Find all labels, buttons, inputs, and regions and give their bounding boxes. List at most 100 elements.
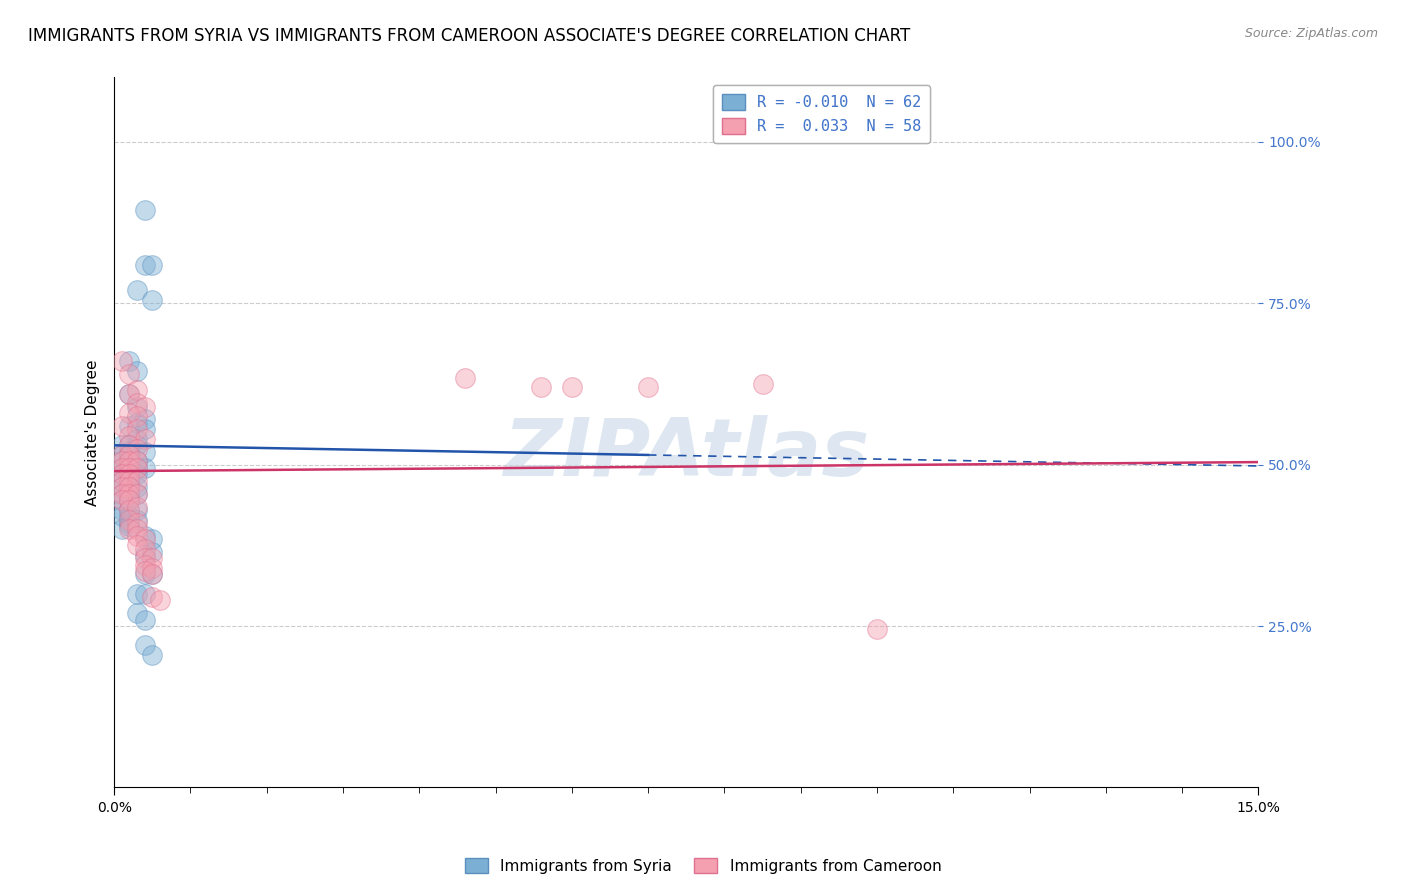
Point bbox=[125, 461, 148, 475]
Point bbox=[141, 648, 163, 662]
Point bbox=[125, 512, 148, 526]
Point bbox=[125, 416, 148, 430]
Point bbox=[111, 448, 134, 462]
Point bbox=[118, 438, 141, 452]
Point bbox=[134, 461, 156, 475]
Point bbox=[125, 474, 148, 488]
Point bbox=[111, 493, 134, 508]
Point bbox=[141, 590, 163, 604]
Point bbox=[118, 438, 141, 452]
Point bbox=[134, 548, 156, 562]
Point bbox=[118, 467, 141, 482]
Point bbox=[751, 376, 773, 391]
Point bbox=[125, 606, 148, 620]
Point bbox=[125, 529, 148, 543]
Point bbox=[134, 567, 156, 582]
Point bbox=[111, 474, 134, 488]
Point bbox=[134, 432, 156, 446]
Point bbox=[141, 258, 163, 272]
Text: IMMIGRANTS FROM SYRIA VS IMMIGRANTS FROM CAMEROON ASSOCIATE'S DEGREE CORRELATION: IMMIGRANTS FROM SYRIA VS IMMIGRANTS FROM… bbox=[28, 27, 910, 45]
Text: ZIPAtlas: ZIPAtlas bbox=[503, 415, 869, 492]
Point bbox=[125, 516, 148, 530]
Point bbox=[125, 438, 148, 452]
Point bbox=[118, 454, 141, 468]
Point bbox=[637, 380, 659, 394]
Point bbox=[125, 396, 148, 410]
Point bbox=[141, 293, 163, 307]
Point bbox=[134, 258, 156, 272]
Point bbox=[125, 284, 148, 298]
Point bbox=[454, 370, 477, 384]
Point bbox=[111, 509, 134, 524]
Point bbox=[118, 480, 141, 494]
Point bbox=[134, 613, 156, 627]
Point bbox=[118, 486, 141, 500]
Point bbox=[141, 567, 163, 582]
Point bbox=[125, 486, 148, 500]
Point bbox=[118, 486, 141, 500]
Point bbox=[134, 529, 156, 543]
Point bbox=[118, 461, 141, 475]
Point bbox=[125, 400, 148, 414]
Point bbox=[111, 454, 134, 468]
Point bbox=[118, 503, 141, 517]
Point bbox=[141, 561, 163, 575]
Point bbox=[111, 419, 134, 434]
Point bbox=[134, 541, 156, 556]
Point bbox=[111, 448, 134, 462]
Point bbox=[118, 467, 141, 482]
Point bbox=[111, 486, 134, 500]
Point bbox=[111, 522, 134, 536]
Point bbox=[118, 493, 141, 508]
Point bbox=[134, 639, 156, 653]
Point bbox=[141, 551, 163, 566]
Point bbox=[118, 522, 141, 536]
Point bbox=[118, 386, 141, 401]
Point bbox=[111, 461, 134, 475]
Point bbox=[118, 512, 141, 526]
Point bbox=[134, 558, 156, 572]
Point bbox=[118, 386, 141, 401]
Point bbox=[125, 538, 148, 552]
Point bbox=[125, 454, 148, 468]
Point bbox=[134, 400, 156, 414]
Point bbox=[118, 474, 141, 488]
Point bbox=[118, 480, 141, 494]
Point bbox=[111, 474, 134, 488]
Point bbox=[118, 474, 141, 488]
Point bbox=[125, 500, 148, 514]
Point bbox=[118, 516, 141, 530]
Point bbox=[125, 467, 148, 482]
Text: Source: ZipAtlas.com: Source: ZipAtlas.com bbox=[1244, 27, 1378, 40]
Point bbox=[125, 432, 148, 446]
Point bbox=[125, 461, 148, 475]
Point bbox=[118, 509, 141, 524]
Point bbox=[111, 438, 134, 452]
Point bbox=[111, 461, 134, 475]
Point bbox=[118, 519, 141, 533]
Y-axis label: Associate's Degree: Associate's Degree bbox=[86, 359, 100, 506]
Point bbox=[111, 480, 134, 494]
Point bbox=[118, 461, 141, 475]
Point bbox=[118, 444, 141, 458]
Legend: Immigrants from Syria, Immigrants from Cameroon: Immigrants from Syria, Immigrants from C… bbox=[458, 852, 948, 880]
Point bbox=[125, 422, 148, 436]
Point bbox=[134, 412, 156, 426]
Point bbox=[125, 454, 148, 468]
Point bbox=[125, 384, 148, 398]
Point bbox=[118, 454, 141, 468]
Point bbox=[111, 354, 134, 368]
Legend: R = -0.010  N = 62, R =  0.033  N = 58: R = -0.010 N = 62, R = 0.033 N = 58 bbox=[713, 85, 931, 143]
Point bbox=[118, 503, 141, 517]
Point bbox=[125, 486, 148, 500]
Point bbox=[118, 406, 141, 420]
Point bbox=[111, 486, 134, 500]
Point bbox=[134, 422, 156, 436]
Point bbox=[134, 564, 156, 578]
Point bbox=[134, 551, 156, 566]
Point bbox=[118, 368, 141, 382]
Point bbox=[141, 567, 163, 582]
Point bbox=[125, 503, 148, 517]
Point bbox=[111, 480, 134, 494]
Point bbox=[111, 467, 134, 482]
